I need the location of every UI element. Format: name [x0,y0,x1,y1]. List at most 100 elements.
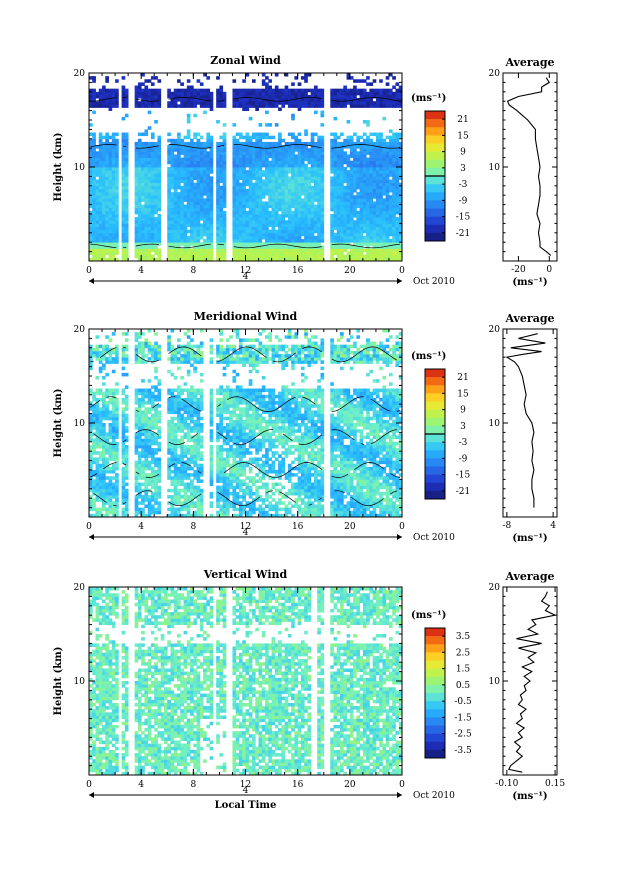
heatmap-cell [392,242,396,246]
heatmap-cell [141,179,145,184]
heatmap-cell [333,116,338,121]
heatmap-cell [206,151,211,155]
heatmap-cell [294,94,299,99]
heatmap-cell [281,254,286,259]
heatmap-cell [102,435,106,440]
heatmap-cell [222,229,227,234]
heatmap-cell [398,192,403,196]
heatmap-cell [395,148,400,152]
heatmap-cell [346,239,351,243]
heatmap-cell [353,248,357,252]
heatmap-cell [222,235,227,240]
heatmap-cell [268,151,272,155]
y-tick-label: 10 [74,163,86,173]
heatmap-cell [95,513,100,518]
heatmap-cell [209,214,214,218]
heatmap-cell [222,185,227,190]
heatmap-cell [134,185,139,190]
heatmap-cell [134,163,139,168]
heatmap-cell [193,91,197,96]
heatmap-cell [333,145,338,149]
heatmap-cell [356,239,361,243]
heatmap-cell [359,198,364,202]
heatmap-cell [115,223,119,227]
heatmap-cell [137,251,142,256]
heatmap-cell [284,204,289,209]
heatmap-cell [379,154,383,158]
heatmap-cell [147,210,152,215]
heatmap-cell [304,239,308,243]
heatmap-cell [95,151,100,155]
heatmap-cell [199,157,204,162]
heatmap-cell [313,188,318,193]
heatmap-cell [154,167,158,171]
heatmap-cell [154,441,158,446]
heatmap-cell [356,167,361,171]
heatmap-cell [382,101,387,105]
heatmap-cell [121,198,126,202]
heatmap-cell [248,192,253,196]
heatmap-cell [261,195,266,199]
heatmap-cell [252,167,256,171]
heatmap-cell [102,354,106,358]
heatmap-cell [147,170,152,174]
heatmap-cell [307,239,312,243]
heatmap-cell [137,347,142,352]
heatmap-cell [366,207,370,212]
heatmap-cell [154,347,158,352]
heatmap-cell [297,188,302,193]
heatmap-cell [95,397,100,402]
heatmap-cell [150,101,155,105]
heatmap-cell [111,214,116,218]
heatmap-cell [336,170,341,174]
heatmap-cell [170,104,175,108]
heatmap-cell [167,207,171,212]
heatmap-cell [154,369,158,374]
heatmap-cell [320,110,325,115]
heatmap-cell [196,235,201,240]
heatmap-cell [245,214,250,218]
heatmap-cell [265,185,269,190]
heatmap-cell [147,232,152,237]
heatmap-cell [346,188,351,193]
heatmap-cell [281,145,286,149]
heatmap-cell [349,239,354,243]
heatmap-cell [297,94,302,99]
heatmap-cell [121,91,126,96]
heatmap-cell [362,138,367,143]
heatmap-cell [105,214,109,218]
heatmap-cell [372,157,377,162]
heatmap-cell [261,217,266,221]
heatmap-cell [137,413,142,418]
heatmap-cell [310,135,315,140]
heatmap-cell [388,254,393,259]
heatmap-cell [154,376,158,380]
heatmap-cell [362,176,367,180]
heatmap-cell [248,94,253,99]
heatmap-cell [349,182,354,187]
heatmap-cell [108,248,113,252]
heatmap-cell [375,245,380,249]
heatmap-cell [173,229,178,234]
heatmap-cell [245,254,250,259]
heatmap-cell [203,91,207,96]
heatmap-cell [294,214,299,218]
heatmap-cell [278,185,282,190]
heatmap-cell [395,242,400,246]
heatmap-cell [144,145,149,149]
heatmap-cell [382,235,387,240]
heatmap-cell [115,413,119,418]
heatmap-cell [238,101,243,105]
heatmap-cell [180,239,184,243]
heatmap-cell [141,245,145,249]
heatmap-cell [154,198,158,202]
heatmap-cell [196,160,201,165]
heatmap-cell [98,470,103,474]
heatmap-cell [219,226,224,231]
heatmap-cell [102,357,106,361]
heatmap-cell [186,207,191,212]
heatmap-cell [206,257,211,262]
heatmap-cell [349,235,354,240]
heatmap-cell [385,226,390,231]
heatmap-cell [183,157,188,162]
